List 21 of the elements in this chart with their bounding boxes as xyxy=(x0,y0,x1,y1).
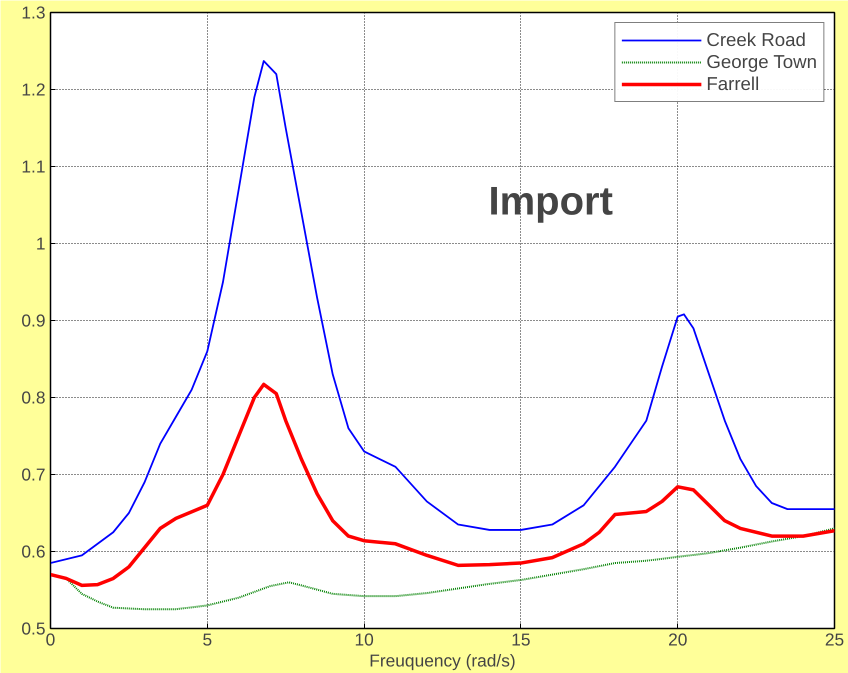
x-tick-label: 20 xyxy=(668,630,688,650)
y-tick-label: 0.9 xyxy=(21,310,46,330)
legend-label: Farrell xyxy=(706,73,760,95)
x-tick-label: 15 xyxy=(511,630,531,650)
y-tick-label: 1.1 xyxy=(21,156,46,176)
y-tick-label: 1.3 xyxy=(21,2,46,22)
y-tick-label: 1 xyxy=(36,234,46,254)
x-tick-label: 10 xyxy=(354,630,374,650)
annotation: Import xyxy=(488,180,613,224)
x-tick-label: 25 xyxy=(824,630,844,650)
x-tick-label: 0 xyxy=(46,630,56,650)
y-tick-label: 0.7 xyxy=(21,464,46,484)
y-tick-label: 0.6 xyxy=(21,542,46,562)
line-series xyxy=(50,382,834,588)
legend-label: George Town xyxy=(706,51,817,73)
y-tick-label: 1.2 xyxy=(21,80,46,100)
y-tick-label: 0.8 xyxy=(21,388,46,408)
y-tick-label: 0.5 xyxy=(21,618,46,638)
x-tick-label: 5 xyxy=(202,630,212,650)
legend-label: Creek Road xyxy=(706,29,806,51)
x-axis-title: Freuquency (rad/s) xyxy=(369,650,516,670)
